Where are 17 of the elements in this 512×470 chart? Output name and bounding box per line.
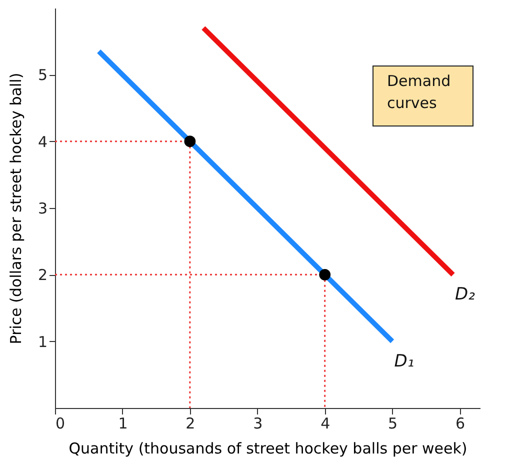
x-tick-label: 0 <box>56 414 66 432</box>
annotation: Demand curves <box>387 72 451 112</box>
y-tick-label: 3 <box>38 200 48 218</box>
y-tick-label: 2 <box>38 266 48 284</box>
x-tick-label: 5 <box>388 414 398 432</box>
series-label: D₂ <box>455 284 476 305</box>
y-tick-label: 5 <box>38 66 48 84</box>
series-label: D₁ <box>394 351 414 372</box>
x-tick-label: 6 <box>455 414 466 432</box>
x-axis-title: Quantity (thousands of street hockey balls per week) <box>68 440 468 458</box>
x-tick-label: 3 <box>253 414 263 432</box>
y-tick-label: 1 <box>38 332 48 351</box>
y-axis-title: Price (dollars per street hockey ball) <box>6 72 25 344</box>
x-tick-label: 1 <box>118 414 128 432</box>
x-tick-label: 4 <box>320 414 330 432</box>
y-tick-label: 4 <box>38 132 48 151</box>
x-tick-label: 2 <box>186 414 196 432</box>
